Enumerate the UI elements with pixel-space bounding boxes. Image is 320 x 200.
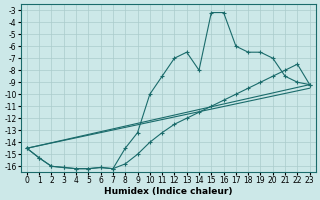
X-axis label: Humidex (Indice chaleur): Humidex (Indice chaleur) [104, 187, 233, 196]
